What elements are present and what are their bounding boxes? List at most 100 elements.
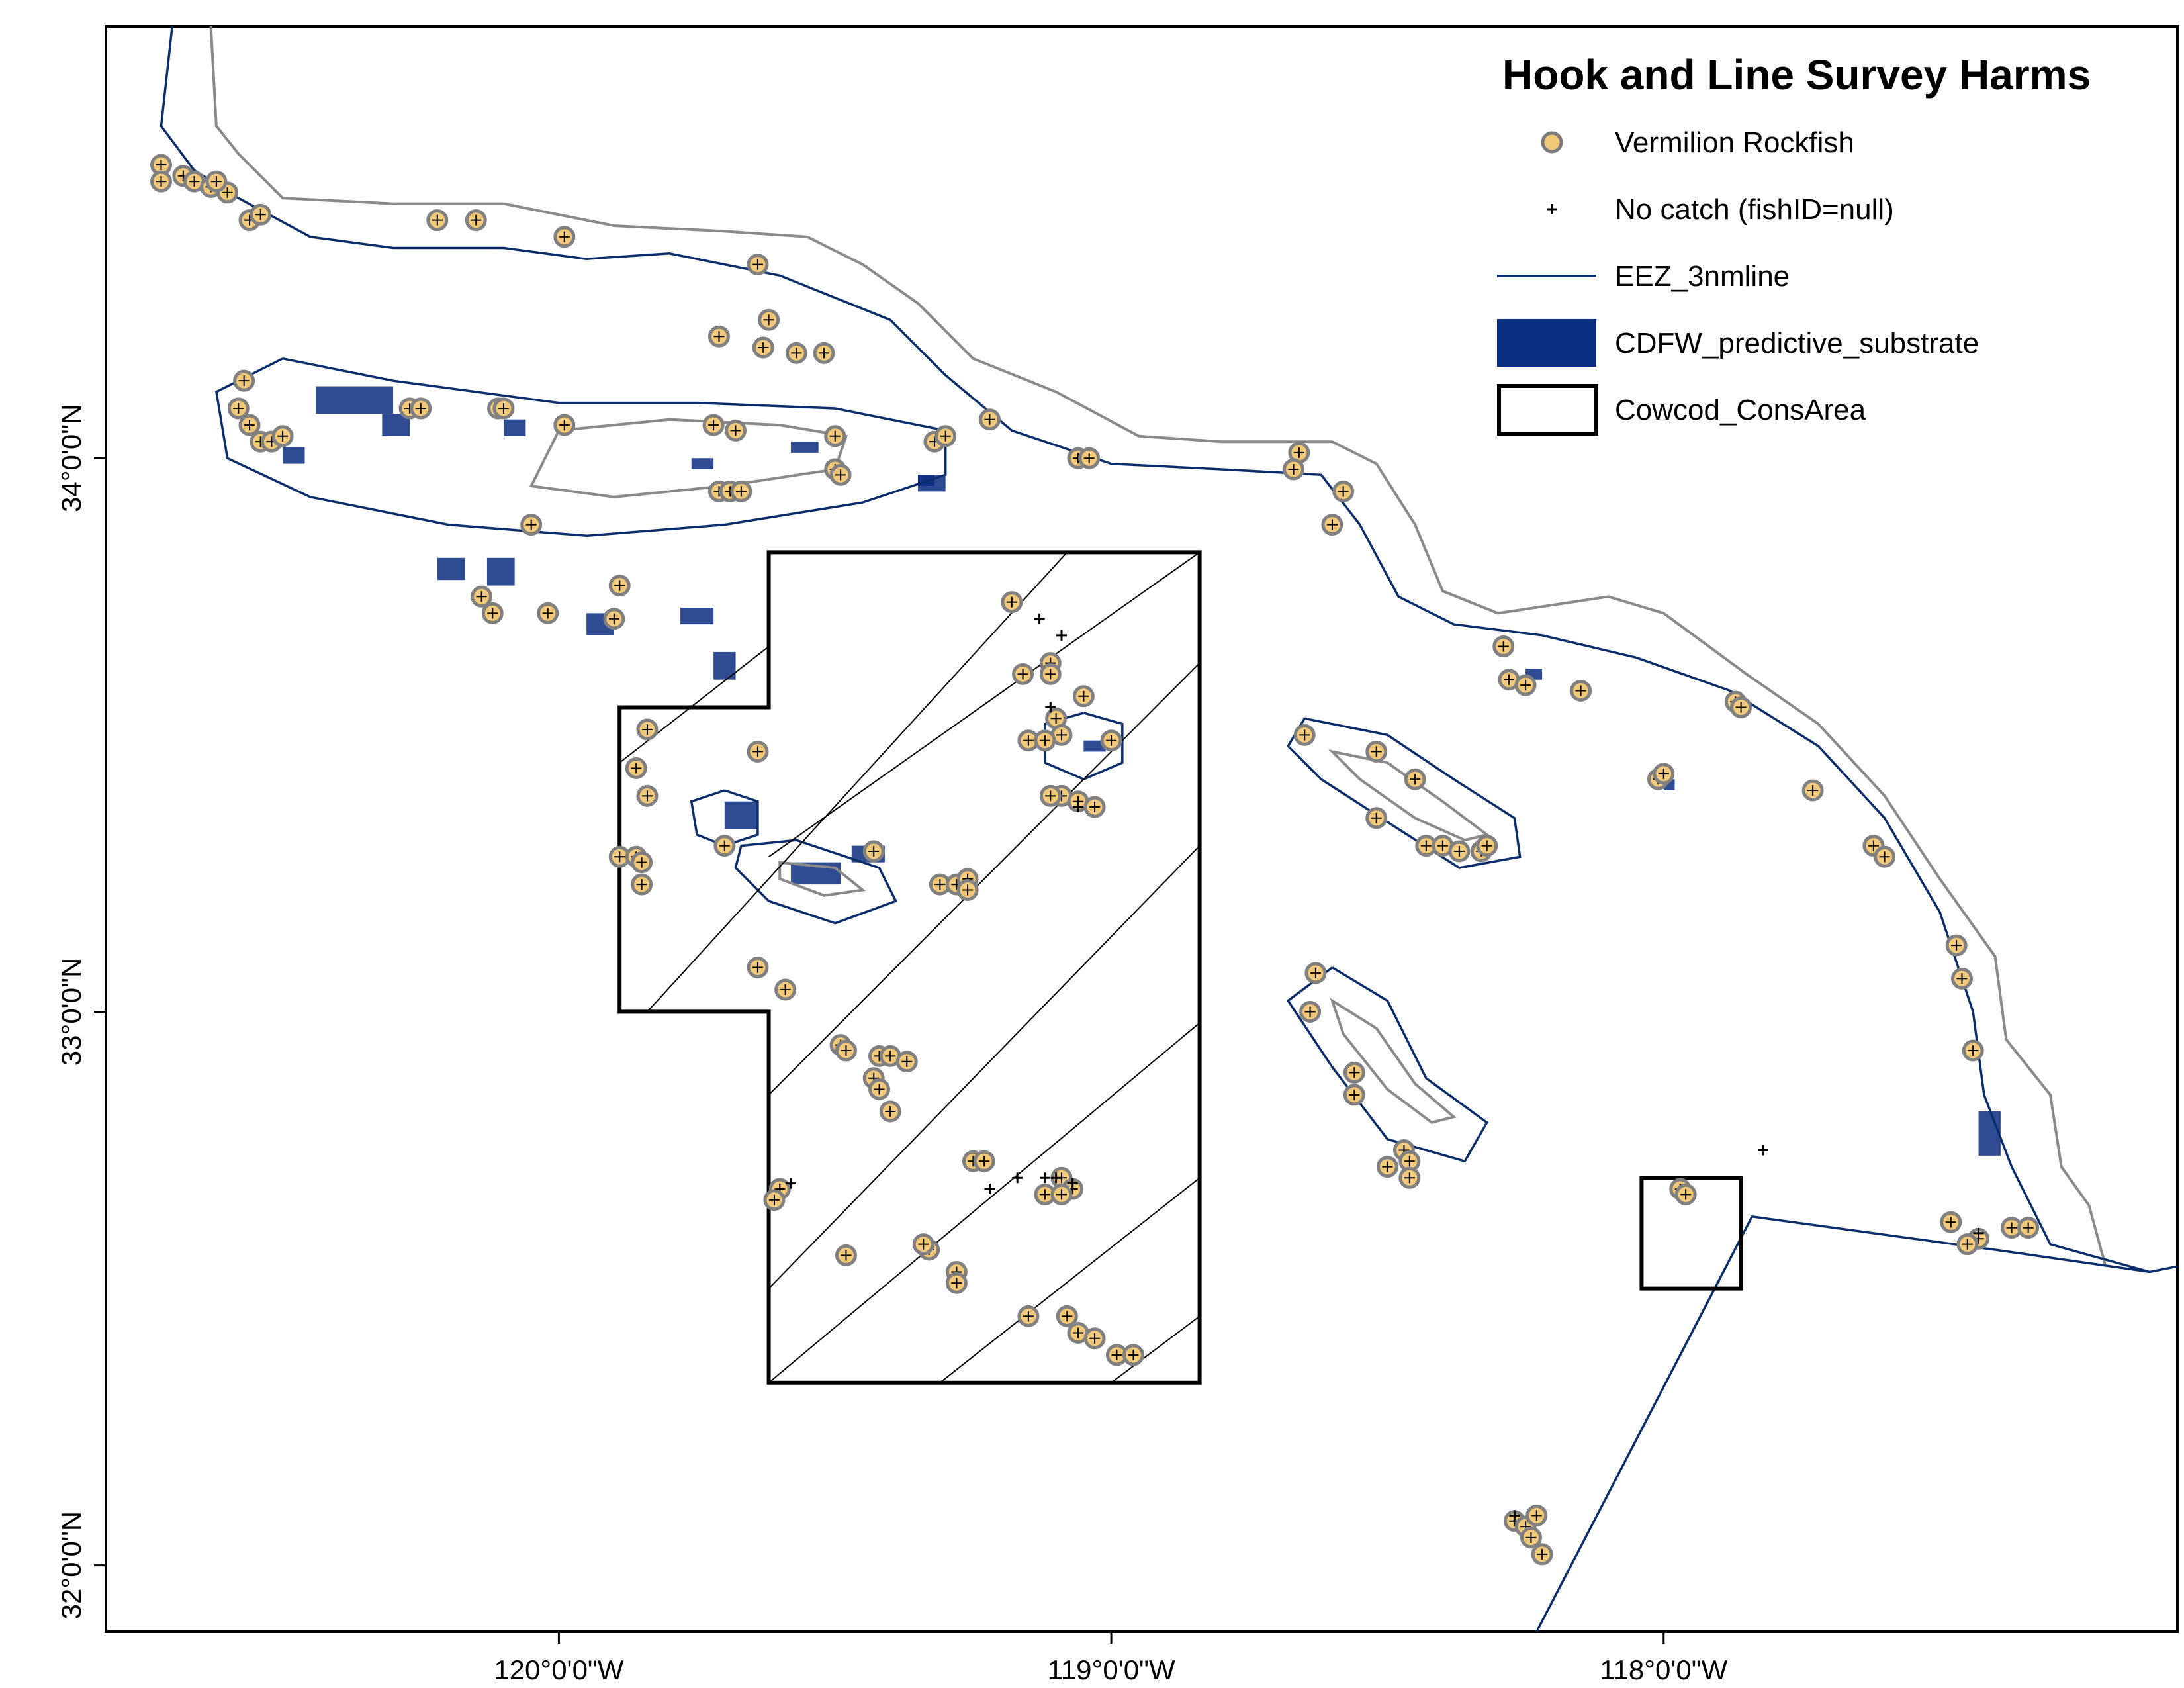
marker-plus	[233, 402, 244, 414]
marker-plus	[1520, 680, 1531, 691]
vermilion-rockfish-marker	[763, 1189, 786, 1211]
vermilion-rockfish-marker	[1001, 591, 1023, 614]
cowcod-hatch-line	[768, 845, 1201, 1289]
vermilion-rockfish-marker	[1083, 796, 1106, 818]
marker-plus	[758, 342, 769, 353]
vermilion-rockfish-marker	[426, 209, 449, 232]
marker-plus	[471, 214, 482, 226]
legend-item-label: EEZ_3nmline	[1615, 260, 1790, 293]
vermilion-rockfish-marker	[747, 957, 769, 979]
eez-line-boundary	[1535, 1215, 2177, 1632]
marker-plus	[1371, 746, 1382, 757]
marker-plus	[1658, 768, 1669, 779]
vermilion-rockfish-marker	[1476, 835, 1498, 857]
substrate-patch	[283, 447, 305, 464]
vermilion-rockfish-marker	[1072, 685, 1095, 708]
marker-plus	[244, 420, 255, 431]
legend-item-plus-marker: No catch (fishID=null)	[1547, 193, 1894, 226]
vermilion-rockfish-marker	[1525, 1504, 1548, 1526]
marker-plus	[1106, 735, 1117, 746]
marker-plus	[1525, 1532, 1537, 1543]
vermilion-rockfish-marker	[410, 397, 432, 420]
marker-plus	[1089, 1333, 1101, 1344]
vermilion-rockfish-marker	[1039, 784, 1062, 807]
vermilion-rockfish-marker	[1674, 1183, 1697, 1205]
vermilion-rockfish-marker	[465, 209, 487, 232]
vermilion-rockfish-marker	[1343, 1084, 1365, 1106]
marker-plus	[1111, 1349, 1122, 1360]
no-catch-marker	[1050, 1172, 1062, 1184]
marker-plus	[1371, 812, 1382, 823]
vermilion-rockfish-marker	[1940, 1211, 1962, 1233]
marker-plus	[1680, 1189, 1692, 1200]
no-catch-marker	[1039, 1172, 1050, 1184]
marker-plus	[432, 214, 443, 226]
eez-line-catalina	[1286, 717, 1522, 869]
y-tick-label: 33°0'0"N	[56, 958, 87, 1066]
legend-item-label: CDFW_predictive_substrate	[1615, 327, 1979, 359]
marker-plus	[1868, 840, 1879, 851]
marker-plus	[874, 1084, 885, 1095]
legend-item-label: No catch (fishID=null)	[1615, 193, 1894, 226]
marker-plus	[752, 259, 763, 270]
vermilion-rockfish-marker	[824, 425, 846, 447]
vermilion-rockfish-marker	[1299, 1000, 1322, 1023]
y-tick-label: 32°0'0"N	[56, 1511, 87, 1620]
vermilion-rockfish-marker	[752, 336, 774, 359]
marker-plus	[1338, 486, 1349, 497]
vermilion-rockfish-marker	[520, 514, 543, 536]
marker-plus	[238, 375, 250, 387]
marker-plus	[1083, 453, 1095, 464]
marker-plus	[614, 580, 625, 591]
marker-plus	[768, 1194, 780, 1205]
marker-plus	[1304, 1006, 1316, 1017]
vermilion-rockfish-marker	[835, 1039, 857, 1062]
no-catch-marker	[1012, 1172, 1023, 1184]
marker-plus	[752, 746, 763, 757]
marker-plus	[1453, 845, 1465, 857]
marker-plus	[277, 430, 289, 442]
marker-plus	[1504, 674, 1515, 685]
marker-plus	[156, 176, 167, 187]
legend-item-label: Vermilion Rockfish	[1615, 126, 1854, 159]
eez-line-mainland	[159, 26, 2150, 1274]
vermilion-rockfish-marker	[747, 254, 769, 276]
marker-plus	[559, 420, 570, 431]
marker-plus	[735, 486, 747, 497]
vermilion-rockfish-marker	[895, 1051, 918, 1073]
legend-item-circle-marker: Vermilion Rockfish	[1541, 126, 1854, 159]
vermilion-rockfish-marker	[730, 480, 752, 502]
marker-plus	[719, 840, 730, 851]
marker-plus	[885, 1051, 896, 1062]
marker-plus	[1962, 1239, 1973, 1250]
vermilion-rockfish-marker	[1083, 1327, 1106, 1350]
cowcod-area-polygon	[617, 550, 1202, 1385]
vermilion-rockfish-marker	[636, 784, 659, 807]
marker-plus	[1006, 596, 1017, 608]
cowcod-hatch-line	[1111, 1315, 1201, 1383]
marker-plus	[498, 402, 509, 414]
marker-plus	[1039, 735, 1050, 746]
vermilion-rockfish-marker	[1448, 840, 1471, 863]
vermilion-rockfish-marker	[1304, 962, 1327, 984]
marker-plus	[1807, 784, 1819, 796]
cowcod-hatch-line	[768, 1022, 1201, 1383]
vermilion-rockfish-marker	[1012, 663, 1034, 685]
marker-plus	[189, 176, 200, 187]
legend-item-line: EEZ_3nmline	[1497, 260, 1790, 293]
cowcod-hatch-line	[768, 662, 1201, 1096]
vermilion-rockfish-marker	[829, 463, 852, 486]
vermilion-rockfish-marker	[1950, 967, 1973, 990]
coastline-san-clemente	[1330, 998, 1457, 1124]
vermilion-rockfish-marker	[1122, 1344, 1144, 1366]
vermilion-rockfish-marker	[1321, 514, 1343, 536]
vermilion-rockfish-marker	[912, 1233, 934, 1256]
marker-plus	[1349, 1089, 1360, 1100]
vermilion-rockfish-marker	[205, 170, 228, 193]
marker-plus	[708, 420, 719, 431]
substrate-patch	[724, 801, 758, 829]
vermilion-rockfish-marker	[1653, 763, 1675, 785]
marker-plus	[1945, 1217, 1956, 1228]
marker-plus	[608, 613, 619, 624]
marker-plus	[841, 1250, 852, 1261]
